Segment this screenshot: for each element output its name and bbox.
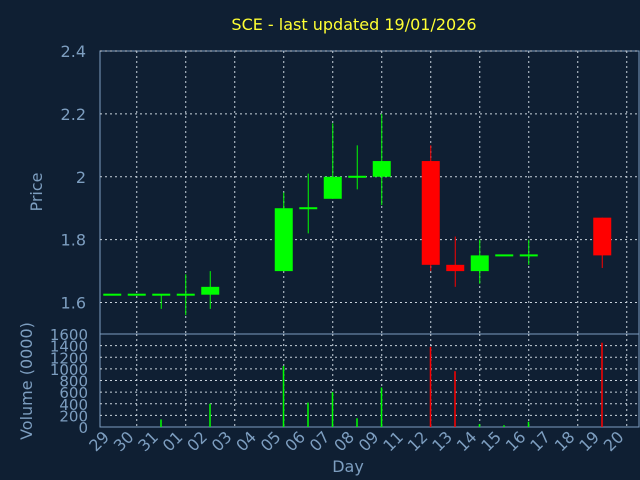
x-tick-label: 20 <box>600 427 628 455</box>
price-y-tick-label: 1.8 <box>61 231 86 250</box>
volume-bars <box>160 342 603 427</box>
volume-bar <box>454 371 456 427</box>
volume-y-tick-label: 1400 <box>50 338 88 356</box>
volume-y-tick-label: 600 <box>59 384 88 402</box>
volume-y-tick-label: 1600 <box>50 326 88 344</box>
volume-bar <box>503 425 505 427</box>
price-plot-frame <box>99 50 640 335</box>
candle-body <box>299 207 318 210</box>
candle-body <box>421 161 440 265</box>
volume-y-tick-label: 0 <box>78 419 88 437</box>
volume-bar <box>478 424 481 427</box>
volume-axis-label: Volume (0000) <box>17 322 36 440</box>
volume-gridlines <box>100 334 639 427</box>
candle-body <box>372 161 391 177</box>
price-y-tick-labels: 1.6 1.8 2 2.2 2.4 <box>61 42 86 313</box>
price-axis-label: Price <box>27 172 46 211</box>
candle-body <box>446 264 465 272</box>
volume-y-tick-label: 400 <box>59 396 88 414</box>
price-y-tick-label: 2.2 <box>61 105 86 124</box>
x-tick-labels: 2930310102030405060708091112131415161718… <box>85 427 627 455</box>
price-y-tick-label: 2 <box>76 168 86 187</box>
volume-bar <box>601 342 603 427</box>
price-gridlines <box>100 50 639 334</box>
candle-body <box>152 293 171 296</box>
candle-body <box>593 217 612 256</box>
volume-y-tick-label: 1200 <box>50 349 88 367</box>
price-y-tick-label: 2.4 <box>61 42 86 61</box>
candle-body <box>519 254 538 257</box>
price-y-tick-label: 1.6 <box>61 294 86 313</box>
price-candles <box>103 113 612 316</box>
volume-bar <box>307 402 309 427</box>
candle-body <box>495 254 514 257</box>
volume-bar <box>282 365 285 427</box>
volume-y-tick-label: 200 <box>59 407 88 425</box>
volume-bar <box>429 346 432 427</box>
candle-body <box>348 175 367 178</box>
volume-y-tick-label: 800 <box>59 373 88 391</box>
candle-body <box>323 176 342 199</box>
candle-body <box>470 255 489 272</box>
volume-bar <box>209 403 211 427</box>
volume-bar <box>356 418 358 427</box>
candle-body <box>103 293 122 296</box>
volume-bar <box>380 387 383 427</box>
volume-bar <box>527 421 530 427</box>
candle-body <box>274 208 293 272</box>
candle-body <box>201 286 220 295</box>
volume-bar <box>160 419 162 427</box>
x-axis-label: Day <box>332 457 364 476</box>
candle-body <box>127 293 146 296</box>
volume-bar <box>331 392 334 427</box>
chart-title: SCE - last updated 19/01/2026 <box>231 15 476 34</box>
volume-y-tick-label: 1000 <box>50 361 88 379</box>
candle-body <box>176 293 195 296</box>
